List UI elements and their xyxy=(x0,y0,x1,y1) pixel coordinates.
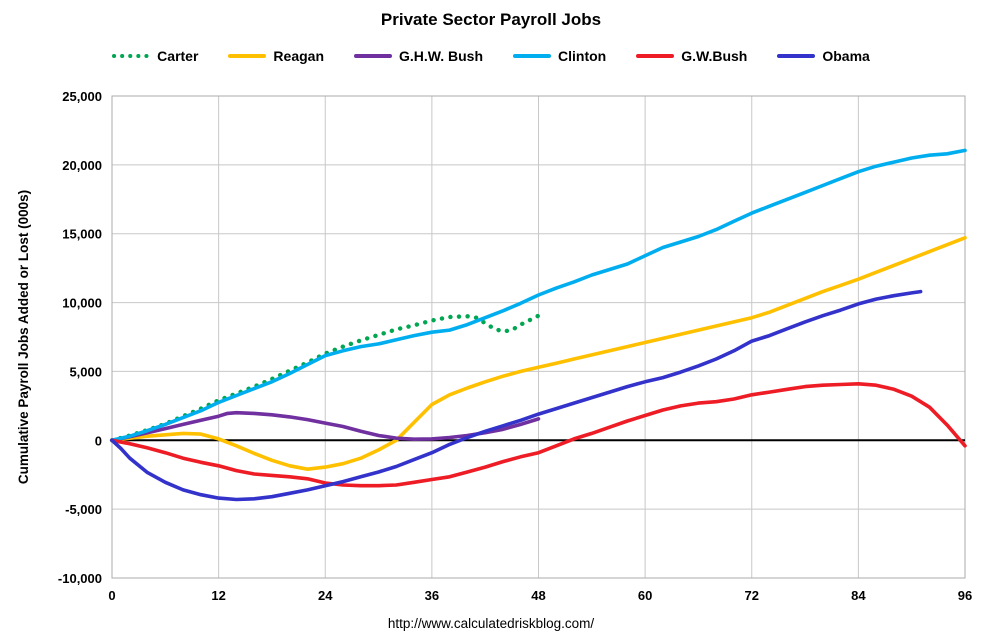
legend-item-obama: Obama xyxy=(777,48,870,64)
y-axis-label: Cumulative Payroll Jobs Added or Lost (0… xyxy=(16,190,31,484)
legend-swatch-reagan xyxy=(228,54,267,58)
source-url: http://www.calculatedriskblog.com/ xyxy=(387,616,595,631)
x-tick-label: 60 xyxy=(638,588,652,603)
series-line-obama xyxy=(110,289,923,502)
y-tick-label: 25,000 xyxy=(62,89,102,104)
x-tick-label: 36 xyxy=(425,588,439,603)
legend-swatch-obama xyxy=(777,54,816,58)
legend-item-reagan: Reagan xyxy=(228,48,324,64)
x-tick-label: 0 xyxy=(108,588,115,603)
x-tick-label: 12 xyxy=(211,588,225,603)
legend-swatch-carter xyxy=(112,54,151,58)
legend-label-carter: Carter xyxy=(157,48,199,64)
series-line-carter xyxy=(109,313,541,443)
legend-label-reagan: Reagan xyxy=(273,48,324,64)
legend-item-clinton: Clinton xyxy=(513,48,606,64)
series-line-clinton xyxy=(110,148,967,443)
legend-item-g-h-w-bush: G.H.W. Bush xyxy=(354,48,483,64)
legend-label-obama: Obama xyxy=(822,48,870,64)
legend-item-g-w-bush: G.W.Bush xyxy=(636,48,747,64)
y-tick-label: 10,000 xyxy=(62,296,102,311)
legend-swatch-g-w-bush xyxy=(636,54,675,58)
series-line-reagan xyxy=(110,236,967,472)
legend: Carter Reagan G.H.W. Bush Clinton G.W.Bush Ob… xyxy=(0,48,982,64)
y-tick-label: 15,000 xyxy=(62,227,102,242)
y-tick-label: 5,000 xyxy=(69,364,102,379)
y-tick-label: 20,000 xyxy=(62,158,102,173)
y-tick-label: -5,000 xyxy=(65,502,102,517)
chart-title: Private Sector Payroll Jobs xyxy=(380,10,602,29)
legend-item-carter: Carter xyxy=(112,48,198,64)
legend-label-g-h-w-bush: G.H.W. Bush xyxy=(399,48,483,64)
x-tick-label: 72 xyxy=(745,588,759,603)
legend-label-g-w-bush: G.W.Bush xyxy=(681,48,748,64)
plot-border xyxy=(111,95,966,579)
legend-swatch-clinton xyxy=(513,54,551,58)
legend-label-clinton: Clinton xyxy=(558,48,607,64)
x-tick-label: 96 xyxy=(958,588,972,603)
y-tick-label: -10,000 xyxy=(58,571,102,586)
y-tick-label: 0 xyxy=(95,433,102,448)
x-tick-label: 48 xyxy=(531,588,545,603)
legend-swatch-g-h-w-bush xyxy=(354,54,392,58)
x-tick-label: 24 xyxy=(318,588,333,603)
series-line-g-h-w-bush xyxy=(110,410,541,443)
series-line-g-w-bush xyxy=(110,381,967,488)
x-tick-label: 84 xyxy=(851,588,866,603)
